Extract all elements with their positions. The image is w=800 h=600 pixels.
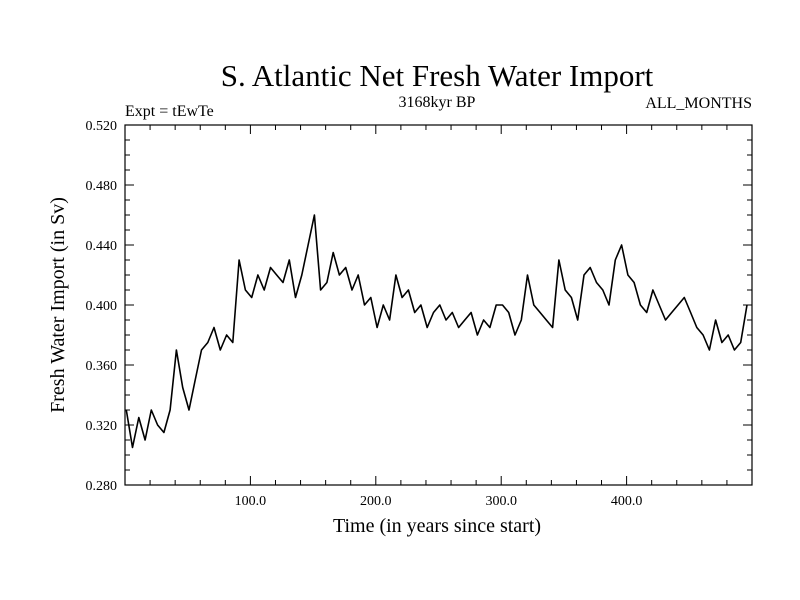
- x-tick-label: 100.0: [235, 494, 267, 509]
- series-line: [125, 214, 748, 449]
- y-tick-label: 0.280: [86, 479, 118, 494]
- months-label: ALL_MONTHS: [645, 95, 752, 112]
- x-axis-label: Time (in years since start): [333, 515, 541, 537]
- plot-area: 100.0 200.0 300.0 400.0 0.280 0.320 0.360 0.400…: [86, 119, 753, 509]
- y-tick-label: 0.480: [86, 179, 118, 194]
- y-tick-label: 0.440: [86, 239, 118, 254]
- y-axis-label: Fresh Water Import (in Sv): [47, 197, 69, 413]
- x-tick-label: 200.0: [360, 494, 392, 509]
- plot-frame: [124, 124, 753, 486]
- chart-subtitle: 3168kyr BP: [399, 94, 476, 111]
- y-tick-label: 0.520: [86, 119, 118, 134]
- y-tick-label: 0.360: [86, 359, 118, 374]
- y-tick-label: 0.400: [86, 299, 118, 314]
- chart-title: S. Atlantic Net Fresh Water Import: [221, 58, 654, 93]
- experiment-label: Expt = tEwTe: [125, 103, 214, 120]
- y-tick-label: 0.320: [86, 419, 118, 434]
- x-tick-label: 300.0: [485, 494, 517, 509]
- x-tick-label: 400.0: [611, 494, 643, 509]
